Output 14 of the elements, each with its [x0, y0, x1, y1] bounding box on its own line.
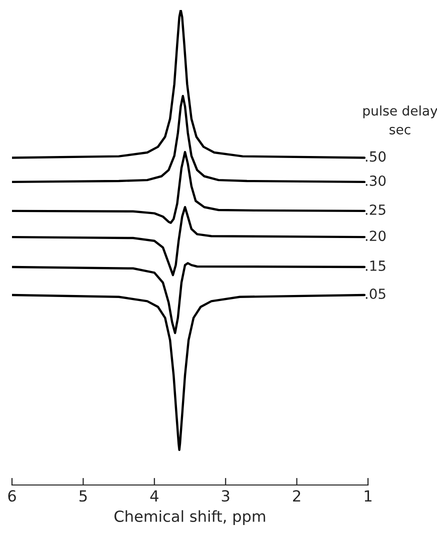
- x-tick-label: 2: [293, 490, 300, 502]
- x-tick-label: 4: [150, 490, 158, 502]
- legend-title: pulse delay sec: [363, 105, 437, 134]
- series-label: .30: [366, 175, 386, 186]
- x-tick-label: 1: [364, 490, 372, 502]
- x-tick-label: 3: [222, 490, 230, 502]
- series-label: .15: [366, 260, 386, 272]
- series-label: .20: [366, 230, 386, 242]
- series-label: .50: [366, 151, 386, 162]
- x-tick-label: 5: [80, 490, 87, 502]
- x-tick-label: 6: [8, 490, 16, 502]
- series-label: .25: [366, 204, 386, 215]
- x-axis-title: Chemical shift, ppm: [114, 510, 266, 525]
- series-label: .05: [366, 288, 386, 300]
